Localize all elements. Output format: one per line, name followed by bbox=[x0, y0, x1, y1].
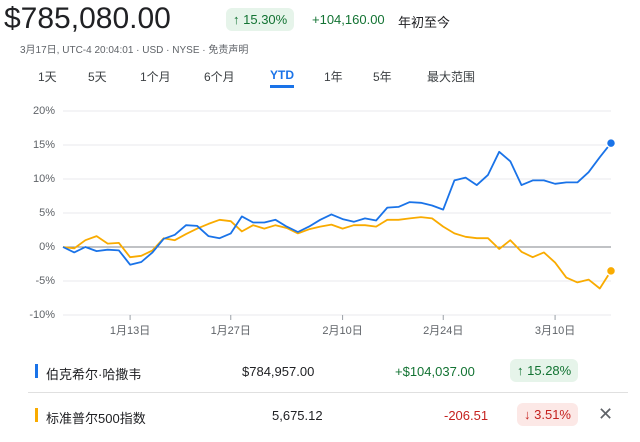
chart: -10% -5% 0% 5% 10% 15% 20% 1月13日 1月27日 2月10日 2月24日… bbox=[29, 105, 617, 337]
range-tab[interactable]: 5年 bbox=[373, 70, 392, 84]
range-tab[interactable]: 1天 bbox=[38, 70, 57, 84]
price: $785,080.00 bbox=[4, 2, 171, 35]
row-price: 5,675.12 bbox=[272, 408, 323, 423]
row-price: $784,957.00 bbox=[242, 364, 315, 379]
row-change: +$104,037.00 bbox=[395, 364, 475, 379]
range-tab[interactable]: 6个月 bbox=[204, 70, 235, 84]
up-arrow: ↑ bbox=[517, 363, 528, 378]
row: 伯克希尔·哈撒韦 $784,957.00 +$104,037.00 ↑ 15.2… bbox=[0, 352, 640, 392]
row-pct-pill: ↑ 15.28% bbox=[510, 359, 579, 382]
legend-swatch bbox=[35, 408, 38, 422]
down-arrow: ↓ bbox=[524, 407, 535, 422]
period: 年初至今 bbox=[398, 15, 451, 30]
range-tab[interactable]: 最大范围 bbox=[427, 70, 476, 84]
y-tick-label: -5% bbox=[35, 275, 55, 287]
x-tick-label: 3月10日 bbox=[535, 325, 575, 337]
y-tick-label: 0% bbox=[39, 241, 55, 253]
y-tick-label: 5% bbox=[39, 207, 55, 219]
y-tick-label: 10% bbox=[33, 173, 55, 185]
separator bbox=[28, 392, 628, 393]
row-pct-pill: ↓ 3.51% bbox=[517, 403, 578, 426]
legend-swatch bbox=[35, 364, 38, 378]
y-tick-label: 20% bbox=[33, 105, 55, 117]
change-abs: +104,160.00 bbox=[312, 12, 385, 27]
end-dot bbox=[605, 137, 617, 149]
y-tick-label: -10% bbox=[29, 309, 55, 321]
up-arrow: ↑ bbox=[233, 12, 244, 27]
x-tick-label: 1月27日 bbox=[211, 325, 251, 337]
range-tab[interactable]: 1年 bbox=[324, 70, 343, 84]
change-pill: ↑ 15.30% bbox=[226, 8, 295, 31]
x-tick-label: 2月10日 bbox=[322, 325, 362, 337]
row-name: 标准普尔500指数 bbox=[46, 411, 146, 426]
row-change: -206.51 bbox=[444, 408, 489, 423]
x-tick-label: 2月24日 bbox=[423, 325, 463, 337]
row-name: 伯克希尔·哈撒韦 bbox=[46, 367, 142, 382]
series-line bbox=[62, 216, 612, 290]
row-pct: 15.28% bbox=[527, 363, 572, 378]
range-tab[interactable]: 1个月 bbox=[140, 70, 171, 84]
range-tab[interactable]: YTD bbox=[270, 68, 294, 88]
row-pct: 3.51% bbox=[534, 407, 571, 422]
change-pct: 15.30% bbox=[243, 12, 288, 27]
y-tick-label: 15% bbox=[33, 139, 55, 151]
end-dot bbox=[605, 265, 617, 277]
x-tick-label: 1月13日 bbox=[110, 325, 150, 337]
series-line bbox=[62, 142, 612, 266]
subline: 3月17日, UTC-4 20:04:01 · USD · NYSE · 免责声… bbox=[20, 45, 249, 56]
row: 标准普尔500指数 5,675.12 -206.51 ↓ 3.51% ✕ bbox=[0, 396, 640, 436]
remove-button[interactable]: ✕ bbox=[598, 404, 614, 424]
range-tab[interactable]: 5天 bbox=[88, 70, 107, 84]
